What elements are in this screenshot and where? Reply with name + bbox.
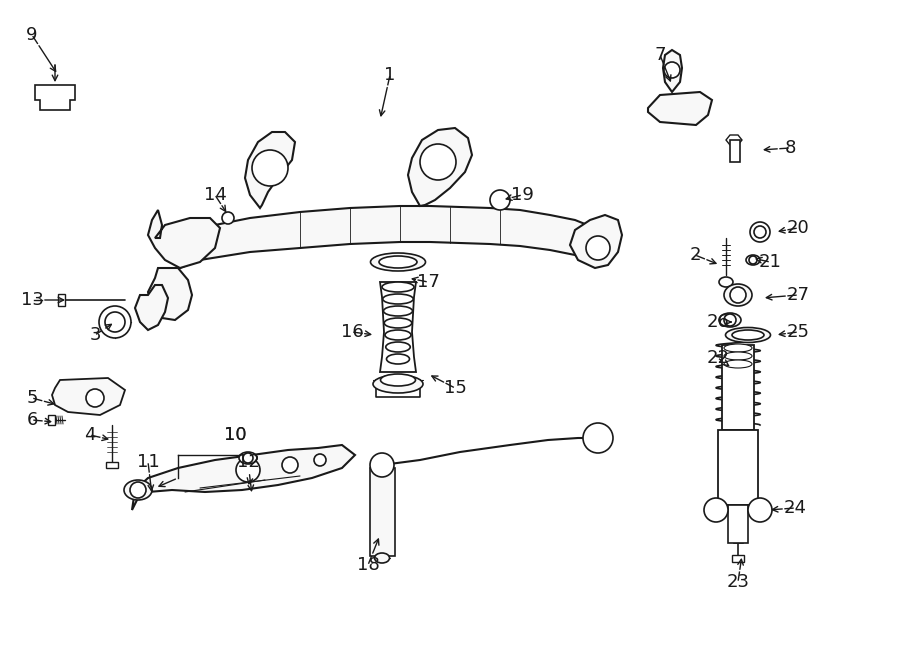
Ellipse shape [719, 277, 733, 287]
Text: 14: 14 [203, 186, 227, 204]
Text: 18: 18 [356, 556, 380, 574]
Text: 1: 1 [384, 66, 396, 84]
Text: 19: 19 [510, 186, 534, 204]
Circle shape [704, 498, 728, 522]
Ellipse shape [719, 313, 741, 327]
Text: 13: 13 [21, 291, 43, 309]
Circle shape [420, 144, 456, 180]
Polygon shape [135, 285, 168, 330]
Ellipse shape [124, 480, 152, 500]
Circle shape [105, 312, 125, 332]
Polygon shape [663, 50, 682, 92]
Ellipse shape [382, 294, 413, 304]
Text: 10: 10 [224, 426, 247, 444]
Circle shape [750, 222, 770, 242]
Polygon shape [648, 92, 712, 125]
Circle shape [86, 389, 104, 407]
Circle shape [490, 190, 510, 210]
Text: 2: 2 [689, 246, 701, 264]
Text: 8: 8 [784, 139, 796, 157]
Text: 23: 23 [726, 573, 750, 591]
Circle shape [243, 453, 253, 463]
Ellipse shape [383, 306, 412, 316]
Ellipse shape [746, 255, 760, 265]
Bar [730, 140, 740, 162]
Polygon shape [408, 128, 472, 206]
Polygon shape [148, 268, 192, 320]
Ellipse shape [732, 330, 764, 340]
Text: 26: 26 [706, 313, 729, 331]
Circle shape [586, 236, 610, 260]
Bar [722, 345, 754, 430]
Text: 10: 10 [224, 426, 247, 444]
Polygon shape [570, 215, 622, 268]
Circle shape [724, 314, 736, 326]
Text: 17: 17 [417, 273, 439, 291]
Text: 25: 25 [787, 323, 809, 341]
Circle shape [130, 482, 146, 498]
Circle shape [282, 457, 298, 473]
Text: 20: 20 [787, 219, 809, 237]
Ellipse shape [371, 253, 426, 271]
Text: 6: 6 [26, 411, 38, 429]
Text: 27: 27 [787, 286, 809, 304]
Ellipse shape [385, 330, 411, 340]
Circle shape [99, 306, 131, 338]
Polygon shape [52, 378, 125, 415]
Circle shape [252, 150, 288, 186]
Circle shape [583, 423, 613, 453]
Text: 21: 21 [759, 253, 781, 271]
Text: 4: 4 [85, 426, 95, 444]
Ellipse shape [386, 342, 410, 352]
Polygon shape [732, 555, 744, 562]
Bar [728, 505, 748, 543]
Text: 3: 3 [89, 326, 101, 344]
Circle shape [749, 256, 757, 264]
Polygon shape [726, 135, 742, 145]
Text: 7: 7 [654, 46, 666, 64]
Ellipse shape [381, 374, 416, 386]
Text: 15: 15 [444, 379, 466, 397]
Ellipse shape [724, 360, 752, 368]
Ellipse shape [386, 354, 410, 364]
Text: 11: 11 [137, 453, 159, 471]
Circle shape [370, 453, 394, 477]
Text: 24: 24 [784, 499, 806, 517]
Polygon shape [35, 85, 75, 110]
Circle shape [754, 226, 766, 238]
Ellipse shape [382, 282, 414, 292]
Ellipse shape [239, 452, 257, 464]
Polygon shape [245, 132, 295, 208]
Polygon shape [48, 415, 55, 425]
Text: 9: 9 [26, 26, 38, 44]
Ellipse shape [374, 553, 390, 563]
Ellipse shape [373, 375, 423, 393]
Circle shape [748, 498, 772, 522]
Ellipse shape [724, 284, 752, 306]
Text: 16: 16 [340, 323, 364, 341]
Ellipse shape [384, 318, 412, 328]
Text: 22: 22 [706, 349, 730, 367]
Ellipse shape [724, 352, 752, 360]
Circle shape [730, 287, 746, 303]
Polygon shape [58, 294, 65, 306]
Circle shape [236, 458, 260, 482]
Circle shape [222, 212, 234, 224]
Polygon shape [148, 210, 220, 268]
Text: 12: 12 [237, 453, 259, 471]
Text: 5: 5 [26, 389, 38, 407]
Bar [370, 468, 395, 556]
Polygon shape [180, 206, 600, 268]
Ellipse shape [379, 256, 417, 268]
Ellipse shape [725, 327, 770, 342]
Polygon shape [380, 282, 416, 372]
Polygon shape [106, 462, 118, 468]
Polygon shape [132, 445, 355, 510]
Ellipse shape [724, 344, 752, 352]
Circle shape [664, 62, 680, 78]
Circle shape [314, 454, 326, 466]
Bar [718, 430, 758, 505]
